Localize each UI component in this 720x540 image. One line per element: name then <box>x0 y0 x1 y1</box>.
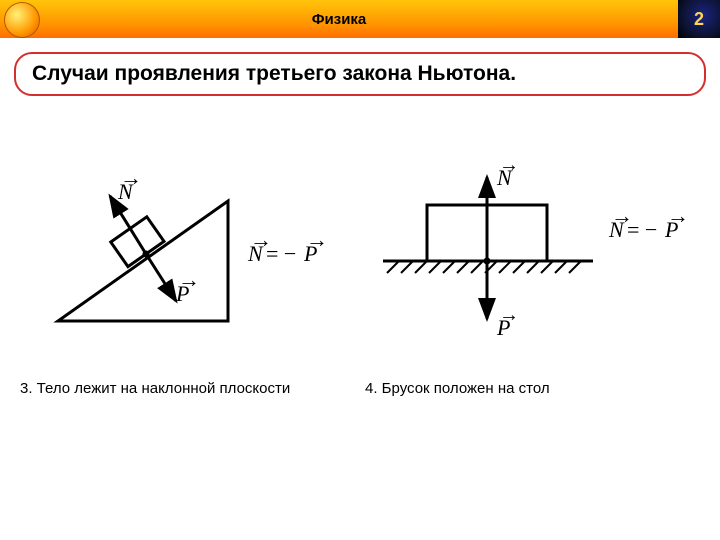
content-row: → N → P → N = − → P 3. Тело лежит на нак… <box>0 96 720 397</box>
vec-N-label: N <box>117 179 134 204</box>
caption-right: 4. Брусок положен на стол <box>365 380 700 397</box>
formula-N-right: N <box>608 217 625 242</box>
formula-eq-right: = − <box>627 217 657 242</box>
header-gradient: Физика <box>0 0 678 38</box>
panel-inclined-plane: → N → P → N = − → P 3. Тело лежит на нак… <box>20 126 355 397</box>
header-bar: Физика 2 <box>0 0 720 38</box>
vec-N-label-right: N <box>496 165 513 190</box>
title-bubble: Случаи проявления третьего закона Ньютон… <box>14 52 706 96</box>
diagram-block-on-table: → N → P → N = − → P <box>365 126 700 356</box>
page-number: 2 <box>694 9 704 30</box>
logo-badge <box>4 2 40 38</box>
formula-eq-left: = − <box>266 241 296 266</box>
vec-P-label-right: P <box>496 315 510 340</box>
panel-block-on-table: → N → P → N = − → P 4. Брусок положен на… <box>365 126 700 397</box>
formula-P-right: P <box>664 217 678 242</box>
page-number-box: 2 <box>678 0 720 38</box>
header-title: Физика <box>312 11 367 28</box>
title-bubble-text: Случаи проявления третьего закона Ньютон… <box>32 62 516 85</box>
diagram-inclined-plane: → N → P → N = − → P <box>20 126 355 356</box>
formula-N-left: N <box>247 241 264 266</box>
caption-left: 3. Тело лежит на наклонной плоскости <box>20 380 355 397</box>
vec-P-label: P <box>175 281 189 306</box>
formula-P-left: P <box>303 241 317 266</box>
